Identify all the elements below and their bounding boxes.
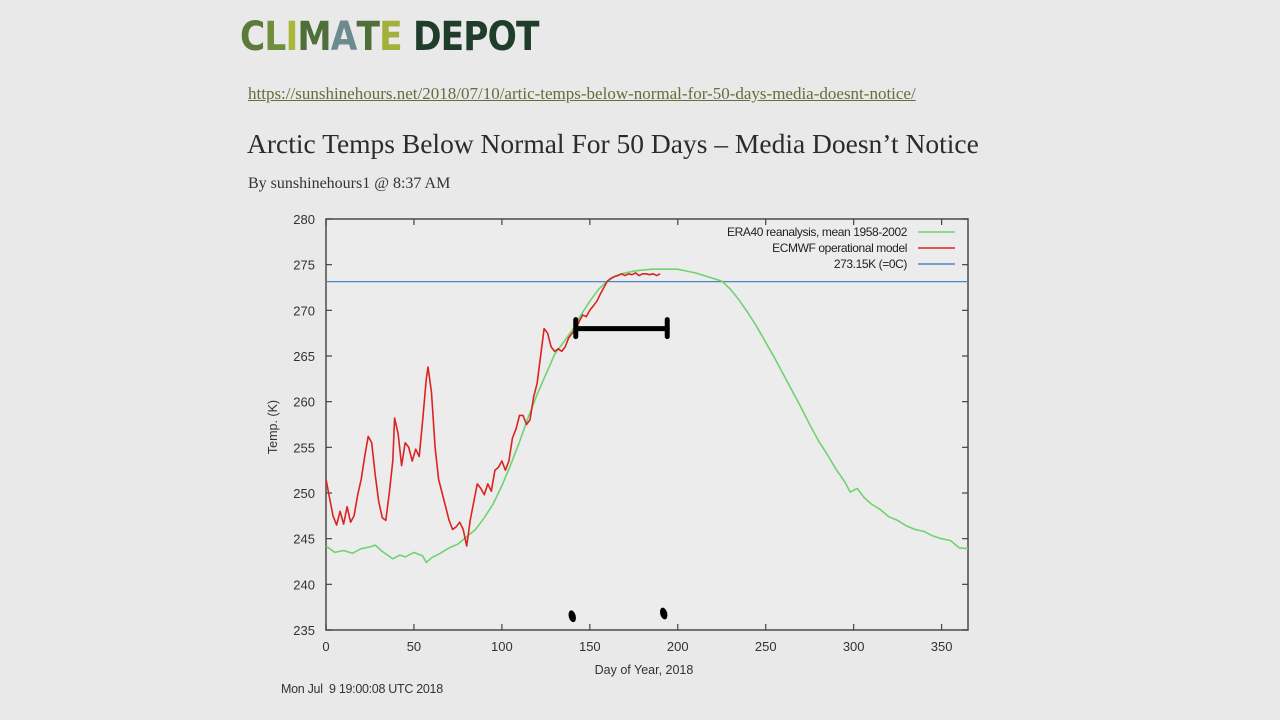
y-tick-label: 235: [293, 623, 315, 638]
logo-letter: O: [487, 14, 517, 60]
chart-timestamp: Mon Jul 9 19:00:08 UTC 2018: [281, 682, 443, 696]
y-tick-label: 245: [293, 532, 315, 547]
x-tick-label: 0: [322, 639, 329, 654]
ecmwf-model-line: [325, 272, 661, 547]
x-tick-label: 350: [931, 639, 953, 654]
x-tick-label: 50: [407, 639, 421, 654]
x-tick-label: 150: [579, 639, 601, 654]
y-tick-label: 240: [293, 577, 315, 592]
y-tick-label: 275: [293, 258, 315, 273]
legend-label: ERA40 reanalysis, mean 1958-2002: [727, 225, 908, 239]
logo-letter: M: [297, 14, 331, 60]
logo-letter: P: [463, 14, 488, 60]
era40-mean-line: [325, 268, 969, 564]
logo-letter: C: [240, 14, 265, 60]
y-tick-label: 265: [293, 349, 315, 364]
article-byline: By sunshinehours1 @ 8:37 AM: [248, 175, 451, 192]
legend-label: 273.15K (=0C): [834, 257, 908, 271]
x-tick-label: 200: [667, 639, 689, 654]
logo-letter: E: [379, 14, 403, 60]
x-tick-label: 250: [755, 639, 777, 654]
y-tick-label: 280: [293, 212, 315, 227]
x-tick-label: 300: [843, 639, 865, 654]
legend-label: ECMWF operational model: [772, 241, 907, 255]
y-tick-label: 260: [293, 395, 315, 410]
x-tick-label: 100: [491, 639, 513, 654]
article-title: Arctic Temps Below Normal For 50 Days – …: [247, 128, 979, 159]
climate-depot-logo: CLIMATE DEPOT: [240, 14, 540, 60]
logo-letter: E: [440, 14, 465, 60]
logo-letter: T: [356, 14, 380, 60]
x-axis-title: Day of Year, 2018: [595, 663, 694, 677]
source-url-link[interactable]: https://sunshinehours.net/2018/07/10/art…: [248, 84, 916, 103]
logo-letter: I: [285, 14, 298, 60]
logo-letter: T: [516, 14, 539, 60]
y-axis-title: Temp. (K): [266, 400, 280, 454]
y-tick-label: 250: [293, 486, 315, 501]
y-tick-label: 255: [293, 440, 315, 455]
logo-letter: L: [264, 14, 286, 60]
logo-letter: A: [330, 14, 358, 60]
annotation-mark: [568, 610, 576, 623]
logo-letter: D: [412, 14, 442, 60]
annotation-mark: [659, 607, 668, 620]
y-tick-label: 270: [293, 303, 315, 318]
